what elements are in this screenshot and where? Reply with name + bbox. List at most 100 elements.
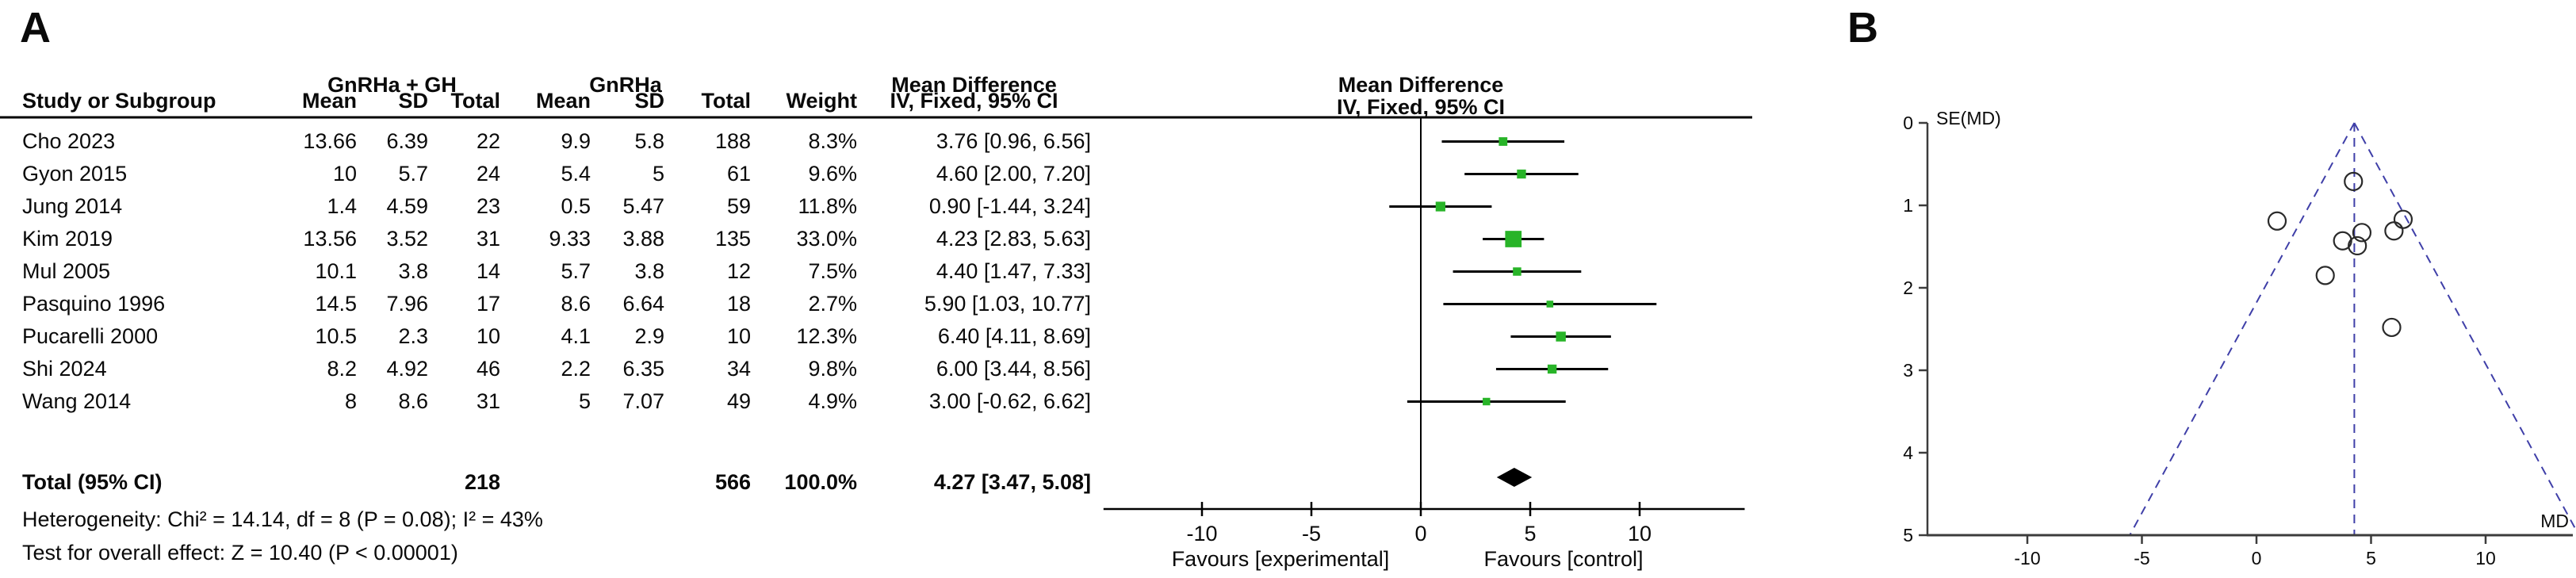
cell-name: Shi 2024	[22, 357, 107, 381]
panel-b-label: B	[1847, 4, 1878, 52]
cell-name: Jung 2014	[22, 194, 123, 218]
panel-a-label: A	[20, 4, 51, 52]
funnel-y-tick-label: 5	[1903, 525, 1913, 545]
plot-header-line2: IV, Fixed, 95% CI	[1336, 95, 1506, 119]
cell-ctl_total: 59	[726, 194, 751, 218]
table-header-row: Study or Subgroup Mean SD Total Mean SD …	[22, 85, 1091, 117]
funnel-point	[2393, 209, 2413, 229]
cell-ci_text: 4.40 [1.47, 7.33]	[936, 259, 1091, 283]
total-diamond	[1496, 468, 1533, 487]
cell-ctl_total: 18	[726, 292, 751, 316]
cell-exp_total: 24	[476, 162, 500, 186]
funnel-x-tick-label: -10	[2014, 548, 2040, 568]
cell-weight: 4.9%	[808, 389, 857, 413]
funnel-point	[2344, 171, 2364, 191]
cell-ctl_sd: 6.64	[622, 292, 664, 316]
cell-ctl_sd: 6.35	[622, 357, 664, 381]
cell-ctl_sd: 7.07	[622, 389, 664, 413]
cell-exp_mean: 13.66	[303, 129, 357, 153]
cell-ctl_sd: 3.8	[634, 259, 664, 283]
cell-ci_text: 4.23 [2.83, 5.63]	[936, 227, 1091, 251]
effect-square	[1513, 267, 1521, 276]
effect-square	[1505, 231, 1522, 247]
funnel-point	[2352, 223, 2372, 243]
col-ctl-total: Total	[701, 89, 752, 113]
favours-experimental-label: Favours [experimental]	[1172, 547, 1390, 571]
cell-weight: 11.8%	[798, 194, 857, 218]
cell-exp_total: 22	[476, 129, 500, 153]
cell-exp_total: 17	[476, 292, 500, 316]
cell-weight: 7.5%	[808, 259, 857, 283]
cell-exp_sd: 8.6	[398, 389, 428, 413]
cell-exp_sd: 3.8	[398, 259, 428, 283]
col-md-ci: IV, Fixed, 95% CI	[890, 89, 1058, 113]
cell-weight: 8.3%	[808, 129, 857, 153]
total-row: Total (95% CI) 218 566 100.0% 4.27 [3.47…	[22, 466, 1091, 499]
cell-ctl_sd: 5.47	[622, 194, 664, 218]
effect-square	[1547, 364, 1557, 374]
funnel-point	[2384, 221, 2404, 241]
study-row: Gyon 2015 10 5.7 24 5.4 5 61 9.6% 4.60 [2.00, 7.…	[22, 158, 1091, 190]
plot-header-line1: Mean Difference	[1338, 73, 1504, 97]
cell-exp_mean: 13.56	[303, 227, 357, 251]
effect-square	[1435, 201, 1445, 212]
col-ctl-mean: Mean	[535, 89, 591, 113]
cell-exp_total: 14	[476, 259, 500, 283]
study-row: Cho 2023 13.66 6.39 22 9.9 5.8 188 8.3% 3.76 [0.…	[22, 125, 1091, 158]
cell-name: Mul 2005	[22, 259, 111, 283]
study-row: Kim 2019 13.56 3.52 31 9.33 3.88 135 33.0% 4.23 …	[22, 223, 1091, 255]
funnel-x-tick-label: 10	[2475, 548, 2496, 568]
funnel-x-tick-label: 5	[2366, 548, 2376, 568]
study-row: Pucarelli 2000 10.5 2.3 10 4.1 2.9 10 12.3% 6.40…	[22, 320, 1091, 353]
forest-tick-label: 10	[1628, 522, 1652, 545]
funnel-y-tick-label: 0	[1903, 113, 1913, 133]
cell-ctl_total: 49	[726, 389, 751, 413]
cell-ci_text: 6.40 [4.11, 8.69]	[937, 324, 1091, 348]
funnel-point	[2333, 231, 2352, 251]
cell-ctl_mean: 5.7	[561, 259, 591, 283]
cell-exp_mean: 10	[332, 162, 357, 186]
funnel-point	[2382, 317, 2402, 338]
funnel-x-tick-label: -5	[2134, 548, 2149, 568]
col-exp-mean: Mean	[301, 89, 357, 113]
cell-name: Kim 2019	[22, 227, 113, 251]
cell-ctl_mean: 4.1	[561, 324, 591, 348]
effect-square	[1483, 397, 1491, 406]
cell-exp_sd: 7.96	[386, 292, 428, 316]
cell-exp_sd: 2.3	[398, 324, 428, 348]
md-column-header: Mean Difference	[891, 73, 1057, 97]
cell-name: Gyon 2015	[22, 162, 128, 186]
cell-weight: 9.6%	[808, 162, 857, 186]
heterogeneity-text: Heterogeneity: Chi² = 14.14, df = 8 (P =…	[22, 507, 543, 531]
cell-ci_text: 3.00 [-0.62, 6.62]	[928, 389, 1091, 413]
effect-square	[1556, 331, 1566, 342]
col-ctl-sd: SD	[634, 89, 664, 113]
forest-tick-label: -5	[1302, 522, 1321, 545]
cell-exp_mean: 8	[344, 389, 357, 413]
forest-tick-label: 5	[1524, 522, 1536, 545]
cell-weight: 9.8%	[808, 357, 857, 381]
funnel-y-tick-label: 2	[1903, 278, 1913, 298]
cell-ctl_mean: 5.4	[561, 162, 591, 186]
forest-tick-label: 0	[1414, 522, 1426, 545]
total-exp-n: 218	[464, 470, 500, 494]
effect-square	[1499, 137, 1508, 146]
cell-ci_text: 4.60 [2.00, 7.20]	[936, 162, 1091, 186]
cell-ctl_sd: 2.9	[634, 324, 664, 348]
funnel-x-tick-label: 0	[2252, 548, 2262, 568]
col-study: Study or Subgroup	[22, 89, 216, 113]
funnel-limit-right	[2353, 122, 2576, 532]
favours-control-label: Favours [control]	[1483, 547, 1643, 571]
cell-ctl_mean: 9.33	[549, 227, 591, 251]
cell-ctl_total: 34	[726, 357, 751, 381]
cell-ctl_total: 12	[726, 259, 751, 283]
cell-exp_sd: 6.39	[386, 129, 428, 153]
study-row: Pasquino 1996 14.5 7.96 17 8.6 6.64 18 2.7% 5.90…	[22, 288, 1091, 320]
cell-ci_text: 3.76 [0.96, 6.56]	[936, 129, 1091, 153]
study-row: Jung 2014 1.4 4.59 23 0.5 5.47 59 11.8% 0.90 [-1…	[22, 190, 1091, 223]
cell-weight: 33.0%	[796, 227, 857, 251]
cell-exp_mean: 14.5	[315, 292, 357, 316]
cell-ci_text: 0.90 [-1.44, 3.24]	[928, 194, 1091, 218]
